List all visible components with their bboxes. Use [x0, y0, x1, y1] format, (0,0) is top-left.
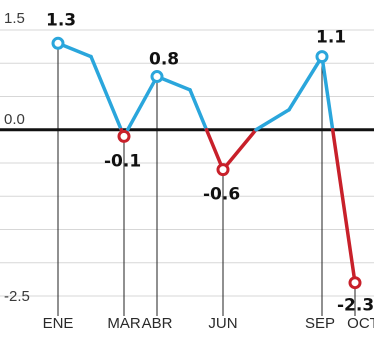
x-tick-label-mar: MAR: [107, 315, 141, 332]
y-tick-label: -2.5: [4, 288, 30, 305]
data-label-abr: 0.8: [149, 50, 179, 70]
series-segment: [89, 54, 123, 132]
series-segment: [254, 108, 291, 132]
x-tick-label-sep: SEP: [305, 315, 335, 332]
marker-ene: [51, 36, 65, 50]
series-segment: [188, 88, 209, 132]
data-label-jun: -0.6: [203, 185, 240, 205]
marker-jun: [216, 163, 230, 177]
series-segment: [320, 54, 335, 132]
series-segment: [330, 128, 357, 285]
series-segment: [125, 74, 159, 132]
data-label-mar: -0.1: [104, 151, 141, 171]
y-axis-ticks: 1.5 0.0 -2.5: [4, 10, 30, 305]
marker-sep: [315, 50, 329, 64]
series-segment: [287, 54, 324, 112]
drop-lines: [57, 43, 356, 316]
y-tick-label: 1.5: [4, 10, 25, 27]
series-segment: [221, 128, 258, 172]
x-tick-label-abr: ABR: [142, 315, 173, 332]
data-label-ene: 1.3: [46, 10, 76, 30]
data-labels: 1.3 -0.1 0.8 -0.6 1.1 -2.3: [46, 10, 374, 315]
series-segment: [204, 128, 225, 172]
x-tick-label-ene: ENE: [43, 315, 74, 332]
point-markers: [51, 36, 362, 290]
gridlines: [0, 29, 374, 297]
x-tick-label-oct: OCT: [347, 315, 374, 332]
y-tick-label: 0.0: [4, 111, 25, 128]
data-label-oct: -2.3: [337, 296, 374, 316]
x-tick-label-jun: JUN: [208, 315, 237, 332]
marker-oct: [348, 276, 362, 290]
marker-abr: [150, 70, 164, 84]
data-label-sep: 1.1: [316, 28, 346, 48]
marker-mar: [117, 129, 131, 143]
